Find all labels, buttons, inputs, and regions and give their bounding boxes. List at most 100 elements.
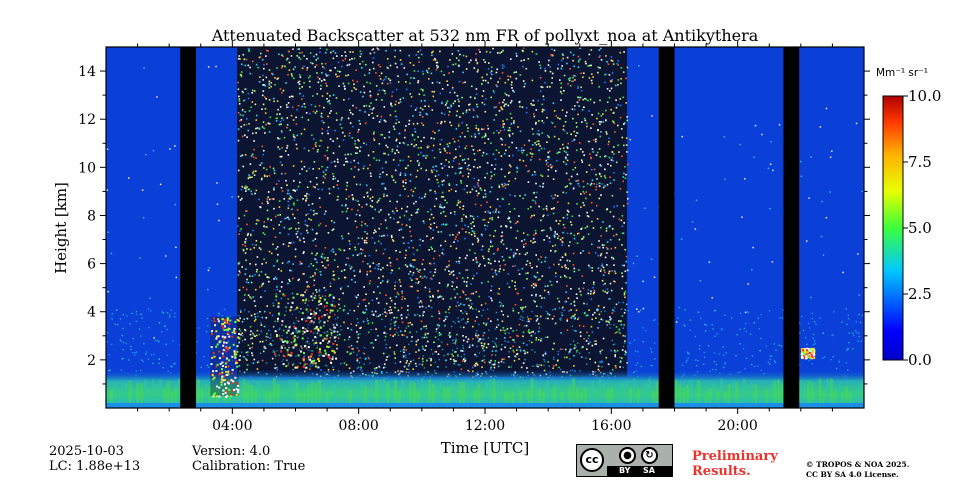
noise-pixel [624, 340, 626, 342]
noise-pixel [350, 328, 353, 331]
noise-pixel [336, 330, 339, 333]
boundary-layer-stripe [545, 381, 549, 403]
cloud-pixel [232, 343, 235, 346]
noise-pixel [377, 64, 380, 66]
noise-pixel [504, 92, 506, 95]
aerosol-speckle [721, 329, 723, 331]
noise-pixel [377, 93, 379, 96]
aerosol-speckle [534, 315, 537, 317]
noise-pixel [582, 237, 584, 240]
noise-pixel [257, 219, 260, 222]
noise-pixel [566, 329, 569, 331]
noise-pixel [590, 298, 593, 301]
noise-pixel [386, 173, 388, 176]
noise-pixel [452, 63, 455, 66]
noise-pixel [530, 159, 532, 161]
boundary-layer-stripe [113, 382, 117, 403]
cloud-pixel [212, 378, 215, 381]
noise-pixel [467, 165, 469, 168]
aerosol-speckle [122, 314, 124, 316]
noise-pixel [562, 161, 565, 163]
noise-pixel [319, 206, 321, 208]
night-speckle [806, 240, 808, 242]
aerosol-speckle [227, 322, 229, 324]
night-speckle [778, 124, 781, 126]
noise-pixel [326, 98, 328, 100]
noise-pixel [621, 315, 624, 317]
noise-pixel [431, 278, 433, 281]
aerosol-speckle [428, 357, 431, 359]
noise-pixel [400, 228, 403, 231]
noise-pixel [591, 114, 593, 116]
cloud-pixel [228, 382, 230, 385]
noise-pixel [550, 249, 552, 252]
noise-pixel [394, 110, 397, 113]
boundary-layer-stripe [390, 390, 394, 403]
noise-pixel [541, 120, 543, 122]
noise-pixel [267, 191, 270, 193]
aerosol-speckle [258, 360, 260, 362]
noise-pixel [521, 106, 524, 108]
noise-pixel [426, 340, 429, 343]
noise-pixel [422, 90, 424, 92]
noise-pixel [496, 68, 498, 71]
noise-pixel [246, 234, 249, 237]
noise-pixel [307, 323, 310, 326]
noise-pixel [418, 61, 420, 63]
cloud-pixel [219, 372, 222, 375]
noise-pixel [255, 170, 257, 172]
noise-pixel [456, 301, 459, 304]
noise-pixel [459, 171, 462, 174]
noise-pixel [561, 237, 564, 239]
noise-pixel [355, 107, 358, 109]
noise-pixel [372, 313, 375, 316]
noise-pixel [550, 229, 552, 231]
noise-pixel [402, 159, 404, 162]
noise-pixel [427, 105, 430, 108]
noise-pixel [304, 195, 306, 197]
noise-pixel [248, 123, 250, 125]
noise-pixel [600, 235, 602, 237]
noise-pixel [544, 260, 546, 263]
noise-pixel [588, 309, 590, 311]
noise-pixel [377, 302, 380, 304]
aerosol-speckle [226, 349, 228, 351]
aerosol-speckle [767, 361, 770, 363]
noise-pixel [440, 231, 443, 233]
aerosol-speckle [560, 317, 562, 319]
noise-pixel [462, 335, 464, 337]
noise-pixel [477, 185, 480, 187]
noise-pixel [385, 144, 387, 147]
noise-pixel [349, 109, 351, 111]
noise-pixel [286, 126, 288, 129]
noise-pixel [285, 82, 287, 84]
noise-pixel [528, 320, 530, 323]
noise-pixel [360, 366, 362, 369]
noise-pixel [479, 187, 482, 190]
noise-pixel [265, 261, 267, 264]
noise-pixel [595, 185, 598, 188]
aerosol-speckle [147, 308, 150, 310]
noise-pixel [540, 174, 542, 176]
noise-pixel [333, 274, 336, 276]
aerosol-speckle [122, 327, 124, 330]
aerosol-speckle [799, 364, 801, 366]
noise-pixel [351, 58, 353, 60]
boundary-layer-stripe [466, 389, 470, 403]
noise-pixel [398, 102, 400, 104]
noise-pixel [304, 363, 306, 365]
noise-pixel [472, 221, 474, 223]
noise-pixel [238, 341, 240, 344]
aerosol-speckle [857, 340, 859, 342]
noise-pixel [393, 128, 396, 130]
aerosol-speckle [138, 328, 141, 330]
noise-pixel [462, 360, 464, 362]
aerosol-speckle [196, 341, 198, 343]
noise-pixel [404, 179, 407, 181]
noise-pixel [512, 256, 515, 258]
noise-pixel [425, 345, 427, 347]
noise-pixel [338, 298, 341, 301]
noise-pixel [320, 352, 322, 354]
boundary-layer-stripe [572, 378, 576, 403]
aerosol-speckle [718, 353, 721, 355]
